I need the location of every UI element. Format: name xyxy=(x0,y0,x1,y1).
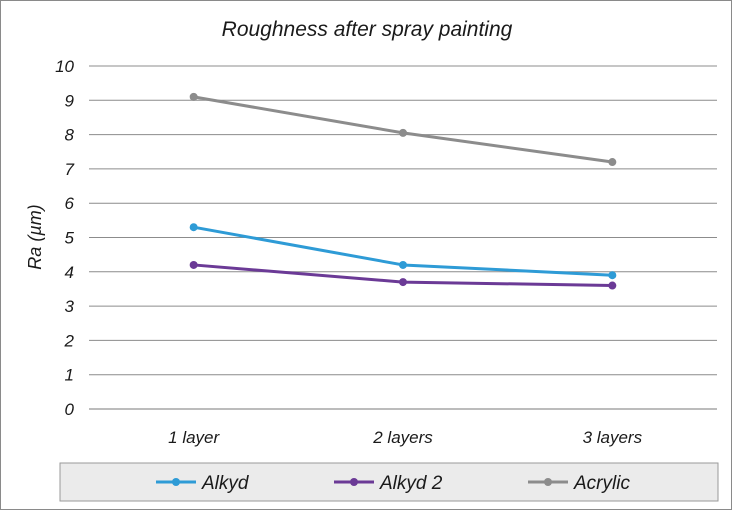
y-tick-label: 3 xyxy=(65,297,75,316)
y-tick-label: 4 xyxy=(65,263,74,282)
y-tick-labels: 0 1 2 3 4 5 6 7 8 9 10 xyxy=(55,57,74,419)
y-tick-label: 2 xyxy=(64,331,75,350)
legend-label-alkyd: Alkyd xyxy=(201,473,250,494)
data-point-acrylic xyxy=(189,92,198,101)
data-point-alkyd xyxy=(608,271,617,280)
series-lines xyxy=(189,92,617,290)
y-tick-label: 5 xyxy=(65,229,75,248)
legend-label-alkyd-2: Alkyd 2 xyxy=(379,473,443,494)
x-tick-labels: 1 layer 2 layers 3 layers xyxy=(168,428,642,447)
legend-marker-acrylic xyxy=(544,478,552,486)
x-tick-label: 2 layers xyxy=(372,428,433,447)
legend-marker-alkyd-2 xyxy=(350,478,358,486)
legend-marker-alkyd xyxy=(172,478,180,486)
x-tick-label: 1 layer xyxy=(168,428,220,447)
y-axis-label: Ra (µm) xyxy=(25,204,45,269)
data-point-acrylic xyxy=(399,128,407,137)
y-tick-label: 6 xyxy=(65,194,75,213)
data-point-alkyd xyxy=(189,223,198,232)
data-point-alkyd-2 xyxy=(608,281,617,290)
data-point-alkyd-2 xyxy=(189,260,198,269)
y-tick-label: 1 xyxy=(65,366,74,385)
y-tick-label: 0 xyxy=(65,400,75,419)
data-point-acrylic xyxy=(608,158,617,167)
y-tick-label: 9 xyxy=(65,91,75,110)
legend: Alkyd Alkyd 2 Acrylic xyxy=(156,473,630,494)
y-tick-label: 10 xyxy=(55,57,74,76)
gridlines xyxy=(89,65,717,410)
y-tick-label: 8 xyxy=(65,126,75,145)
y-tick-label: 7 xyxy=(65,160,75,179)
data-point-alkyd xyxy=(399,260,407,269)
chart-title: Roughness after spray painting xyxy=(222,18,513,41)
x-tick-label: 3 layers xyxy=(583,428,643,447)
data-point-alkyd-2 xyxy=(399,278,407,287)
legend-label-acrylic: Acrylic xyxy=(573,473,630,494)
